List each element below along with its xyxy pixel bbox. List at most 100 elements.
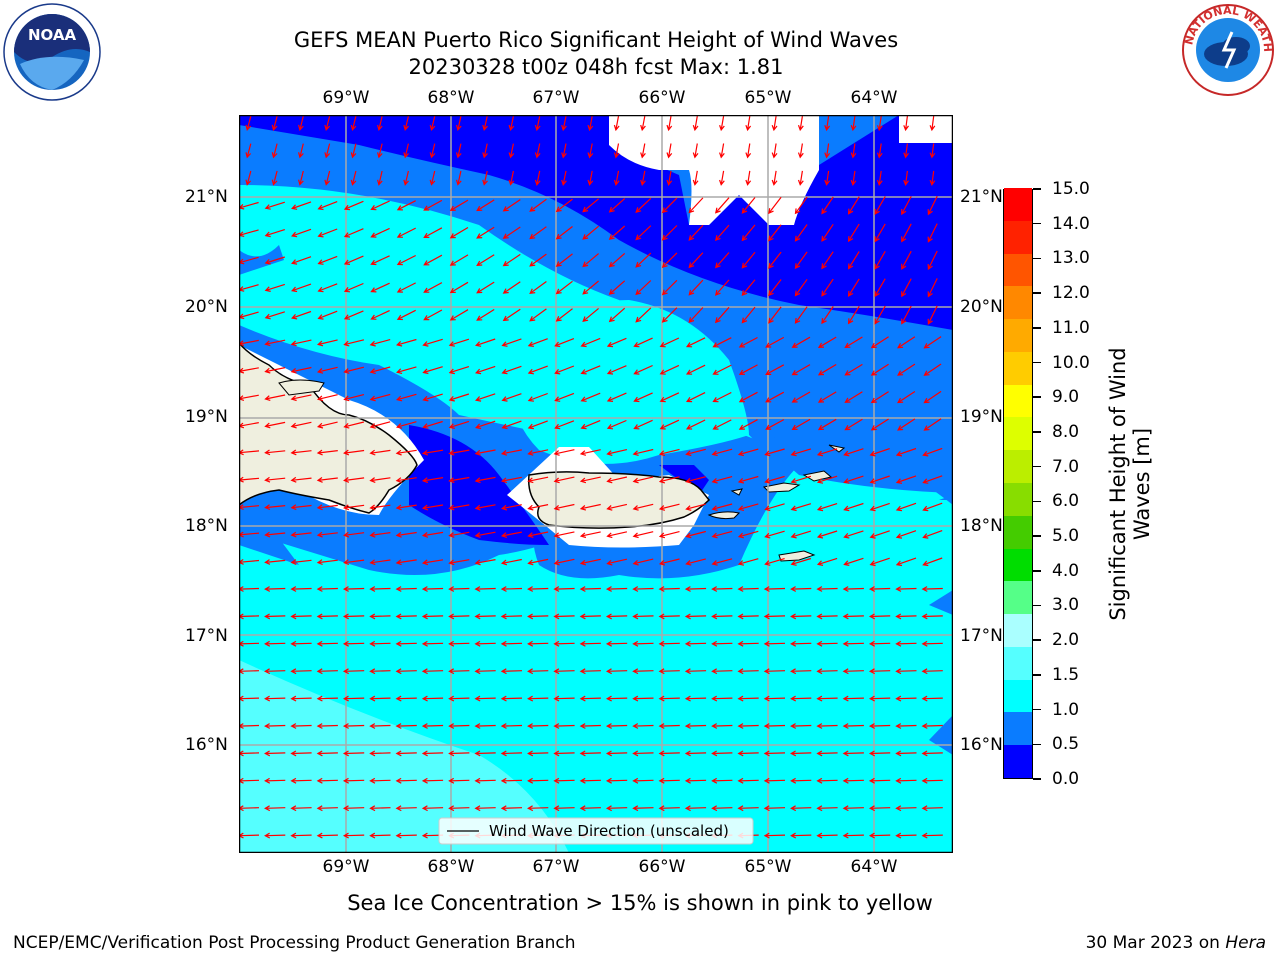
wave-direction-arrow (316, 586, 338, 592)
colorbar-tick-label: 7.0 (1052, 456, 1080, 477)
wave-direction-arrow (423, 254, 443, 266)
wave-direction-arrow (553, 558, 575, 566)
lon-label-top: 67°W (532, 88, 580, 108)
wave-direction-arrow (529, 253, 547, 267)
lon-label-top: 66°W (638, 88, 686, 108)
wave-direction-arrow (239, 723, 260, 729)
colorbar-tick-mark (1033, 535, 1041, 537)
wave-direction-arrow (264, 531, 286, 538)
wave-direction-arrow (842, 613, 864, 620)
wave-direction-arrow (527, 750, 549, 757)
wave-direction-arrow (764, 448, 785, 457)
wave-direction-arrow (343, 282, 364, 293)
wave-direction-arrow (711, 750, 733, 757)
wave-direction-arrow (239, 476, 260, 483)
lat-label-right: 16°N (960, 735, 1003, 755)
noaa-logo: NOAA (3, 3, 101, 101)
wave-direction-arrow (876, 170, 883, 186)
wave-direction-arrow (608, 252, 626, 268)
wave-direction-arrow (448, 750, 470, 757)
wave-direction-arrow (527, 476, 549, 484)
wave-direction-arrow (501, 420, 522, 430)
wave-direction-arrow (874, 305, 886, 325)
wave-direction-arrow (685, 558, 706, 566)
wave-direction-arrow (605, 723, 628, 729)
wave-direction-arrow (502, 253, 521, 267)
wave-direction-arrow (790, 668, 812, 675)
wave-direction-arrow (527, 668, 549, 675)
wave-direction-arrow (684, 668, 707, 675)
wave-direction-arrow (342, 640, 365, 647)
wave-direction-arrow (711, 448, 733, 457)
wave-direction-arrow (342, 750, 365, 757)
wave-direction-arrow (688, 252, 704, 269)
wave-direction-arrow (816, 668, 838, 675)
wave-direction-arrow (632, 586, 654, 592)
wave-direction-arrow (605, 695, 628, 702)
wave-direction-arrow (606, 392, 627, 402)
lon-label-bottom: 69°W (322, 857, 370, 877)
wave-direction-arrow (771, 170, 778, 186)
wave-direction-arrow (290, 723, 312, 729)
wave-direction-arrow (661, 307, 678, 323)
wave-direction-arrow (369, 777, 391, 784)
wave-direction-arrow (765, 336, 785, 348)
wave-direction-arrow (874, 278, 886, 298)
wave-direction-arrow (317, 283, 338, 293)
wave-direction-arrow (817, 391, 837, 403)
lon-label-bottom: 64°W (850, 857, 898, 877)
wave-direction-arrow (500, 449, 522, 456)
wave-direction-arrow (448, 640, 470, 647)
wave-direction-arrow (666, 115, 673, 132)
wave-direction-arrow (476, 226, 495, 239)
wave-direction-arrow (790, 503, 812, 512)
wave-direction-arrow (632, 558, 654, 566)
wave-direction-arrow (895, 530, 917, 539)
wave-direction-arrow (343, 228, 364, 238)
wave-direction-arrow (527, 449, 549, 456)
colorbar-segment (1004, 581, 1032, 615)
wave-direction-arrow (745, 116, 752, 132)
wave-direction-arrow (791, 391, 811, 403)
wave-direction-arrow (797, 116, 804, 132)
wave-direction-arrow (868, 613, 891, 620)
wave-direction-arrow (264, 256, 285, 265)
wave-direction-arrow (712, 391, 732, 403)
wave-direction-arrow (632, 695, 654, 702)
wave-direction-arrow (448, 695, 470, 702)
colorbar-tick-mark (1033, 327, 1041, 329)
wave-direction-arrow (640, 170, 646, 186)
wave-height-map: Wind Wave Direction (unscaled) (239, 115, 953, 853)
wave-direction-arrow (264, 777, 286, 784)
wave-direction-arrow (927, 250, 938, 271)
wave-direction-arrow (658, 723, 680, 729)
lat-label-right: 20°N (960, 297, 1003, 317)
wave-direction-arrow (763, 613, 786, 620)
wave-direction-arrow (395, 531, 417, 538)
wave-direction-arrow (264, 832, 286, 839)
wave-direction-arrow (553, 503, 575, 511)
colorbar-tick-mark (1033, 222, 1041, 225)
wave-direction-arrow (817, 336, 837, 348)
wave-direction-arrow (474, 559, 496, 566)
wave-direction-arrow (316, 559, 338, 566)
wave-direction-arrow (343, 449, 365, 456)
wave-direction-arrow (737, 750, 759, 757)
wave-direction-arrow (794, 306, 808, 324)
colorbar-tick-label: 6.0 (1052, 491, 1080, 512)
wave-direction-arrow (658, 503, 680, 511)
colorbar-segment (1004, 712, 1032, 746)
wave-direction-arrow (921, 750, 943, 757)
wave-direction-arrow (579, 531, 601, 539)
wave-direction-arrow (816, 503, 838, 512)
wave-direction-arrow (824, 170, 831, 186)
wave-direction-arrow (711, 530, 733, 539)
wave-direction-arrow (579, 503, 601, 511)
wave-direction-arrow (290, 366, 312, 374)
wave-direction-arrow (870, 363, 889, 376)
wave-direction-arrow (741, 306, 756, 324)
wave-direction-arrow (448, 366, 470, 375)
wave-direction-arrow (794, 251, 808, 270)
colorbar-segment (1004, 384, 1032, 418)
wave-direction-arrow (553, 613, 575, 620)
